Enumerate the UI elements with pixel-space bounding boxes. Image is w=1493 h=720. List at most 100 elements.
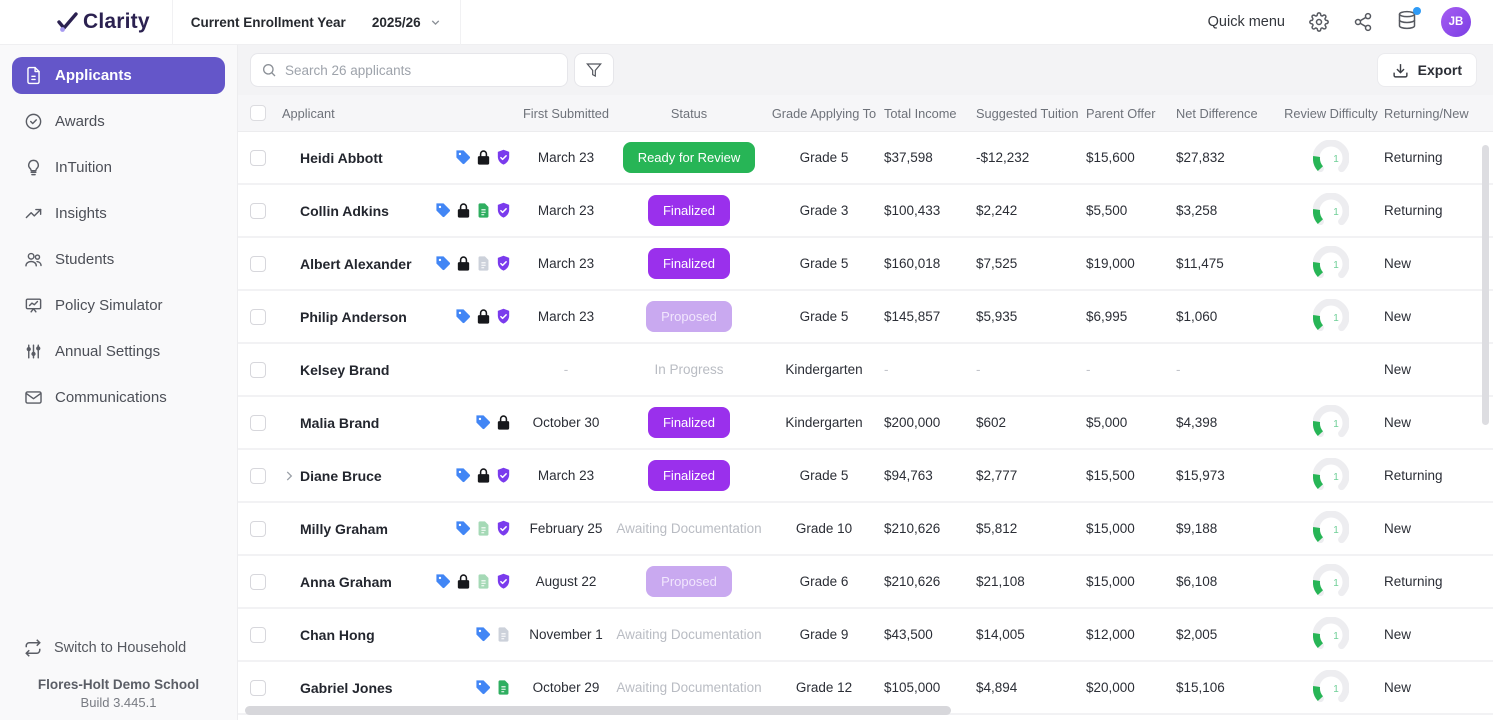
status-badge[interactable]: Finalized	[647, 460, 731, 491]
sidebar: Applicants Awards InTuition Insights Student…	[0, 45, 238, 720]
sidebar-item-annual-settings[interactable]: Annual Settings	[12, 333, 225, 370]
column-header-applicant[interactable]: Applicant	[282, 105, 335, 121]
suggested-tuition-cell: $4,894	[976, 680, 1018, 695]
status-badge[interactable]: Finalized	[647, 407, 731, 438]
table-row[interactable]: Diane Bruce March 23 Finalized Grade 5 $…	[238, 450, 1493, 503]
column-header-returning-new[interactable]: Returning/New	[1384, 105, 1469, 121]
board-icon	[25, 298, 42, 313]
applicant-name: Anna Graham	[300, 573, 392, 590]
sidebar-item-policy-simulator[interactable]: Policy Simulator	[12, 287, 225, 324]
total-income-cell: $210,626	[884, 521, 941, 536]
column-header-suggested-tuition[interactable]: Suggested Tuition	[976, 105, 1079, 121]
user-avatar[interactable]: JB	[1441, 7, 1471, 37]
status-badge[interactable]: Proposed	[646, 301, 732, 332]
applicant-badges	[434, 308, 518, 325]
difficulty-value: 1	[1333, 153, 1339, 165]
column-header-net-difference[interactable]: Net Difference	[1176, 105, 1258, 121]
lock-icon	[475, 149, 492, 166]
status-badge[interactable]: In Progress	[654, 361, 724, 377]
table-header: Applicant First Submitted Status Grade A…	[238, 95, 1493, 132]
applicant-name: Milly Graham	[300, 520, 388, 537]
row-checkbox[interactable]	[250, 679, 266, 696]
status-badge[interactable]: Finalized	[647, 248, 731, 279]
sidebar-item-awards[interactable]: Awards	[12, 103, 225, 140]
search-input[interactable]	[285, 62, 557, 78]
row-checkbox[interactable]	[250, 414, 266, 431]
share-icon[interactable]	[1353, 12, 1373, 32]
suggested-tuition-cell: $14,005	[976, 627, 1025, 642]
grade-cell: Grade 12	[795, 680, 853, 695]
vertical-scrollbar[interactable]	[1482, 145, 1489, 425]
difficulty-value: 1	[1333, 471, 1339, 483]
row-checkbox[interactable]	[250, 467, 266, 484]
table-row[interactable]: Gabriel Jones October 29 Awaiting Docume…	[238, 662, 1493, 715]
filter-button[interactable]	[574, 53, 614, 87]
row-checkbox[interactable]	[250, 520, 266, 537]
gear-icon[interactable]	[1309, 12, 1329, 32]
export-button[interactable]: Export	[1376, 53, 1477, 87]
table-row[interactable]: Anna Graham August 22 Proposed Grade 6 $…	[238, 556, 1493, 609]
column-header-review-difficulty[interactable]: Review Difficulty	[1284, 105, 1378, 121]
total-income-cell: -	[884, 362, 889, 377]
tag-icon	[435, 573, 452, 590]
expand-chevron-icon[interactable]	[282, 469, 296, 483]
status-badge[interactable]: Awaiting Documentation	[616, 679, 762, 695]
row-checkbox[interactable]	[250, 626, 266, 643]
column-header-status[interactable]: Status	[670, 105, 708, 121]
database-button[interactable]	[1397, 6, 1421, 35]
sidebar-item-applicants[interactable]: Applicants	[12, 57, 225, 94]
grade-cell: Grade 6	[799, 574, 849, 589]
lock-icon	[475, 308, 492, 325]
sidebar-item-intuition[interactable]: InTuition	[12, 149, 225, 186]
table-row[interactable]: Albert Alexander March 23 Finalized Grad…	[238, 238, 1493, 291]
search-icon	[263, 63, 276, 77]
returning-new-cell: New	[1384, 362, 1412, 377]
row-checkbox[interactable]	[250, 202, 266, 219]
enrollment-year-selector: Current Enrollment Year 2025/26	[191, 15, 442, 30]
table-row[interactable]: Malia Brand October 30 Finalized Kinderg…	[238, 397, 1493, 450]
sidebar-item-insights[interactable]: Insights	[12, 195, 225, 232]
shield-icon	[495, 308, 512, 325]
status-badge[interactable]: Awaiting Documentation	[616, 520, 762, 536]
row-checkbox[interactable]	[250, 573, 266, 590]
row-checkbox[interactable]	[250, 149, 266, 166]
bulb-icon	[28, 159, 39, 176]
status-badge[interactable]: Proposed	[646, 566, 732, 597]
table-row[interactable]: Collin Adkins March 23 Finalized Grade 3…	[238, 185, 1493, 238]
row-checkbox[interactable]	[250, 308, 266, 325]
applicant-name: Heidi Abbott	[300, 149, 383, 166]
column-header-total-income[interactable]: Total Income	[884, 105, 957, 121]
parent-offer-cell: $5,000	[1086, 415, 1128, 430]
difficulty-value: 1	[1333, 524, 1339, 536]
table-row[interactable]: Milly Graham February 25 Awaiting Docume…	[238, 503, 1493, 556]
status-badge[interactable]: Awaiting Documentation	[616, 626, 762, 642]
applicant-name: Collin Adkins	[300, 202, 389, 219]
lock-icon	[455, 202, 472, 219]
horizontal-scrollbar[interactable]	[245, 706, 951, 715]
switch-to-household-button[interactable]: Switch to Household	[0, 631, 237, 665]
row-checkbox[interactable]	[250, 255, 266, 272]
status-badge[interactable]: Ready for Review	[622, 142, 756, 173]
column-header-grade[interactable]: Grade Applying To	[771, 105, 877, 121]
sidebar-item-students[interactable]: Students	[12, 241, 225, 278]
row-checkbox[interactable]	[250, 361, 266, 378]
column-header-parent-offer[interactable]: Parent Offer	[1086, 105, 1156, 121]
table-row[interactable]: Philip Anderson March 23 Proposed Grade …	[238, 291, 1493, 344]
sidebar-item-communications[interactable]: Communications	[12, 379, 225, 416]
tag-icon	[455, 308, 472, 325]
select-all-checkbox[interactable]	[250, 105, 266, 121]
sidebar-item-label: Students	[55, 251, 115, 268]
enrollment-year-dropdown[interactable]: 2025/26	[372, 15, 442, 30]
status-badge[interactable]: Finalized	[647, 195, 731, 226]
table-row[interactable]: Chan Hong November 1 Awaiting Documentat…	[238, 609, 1493, 662]
suggested-tuition-cell: $5,935	[976, 309, 1018, 324]
suggested-tuition-cell: $7,525	[976, 256, 1018, 271]
table-row[interactable]: Kelsey Brand - In Progress Kindergarten …	[238, 344, 1493, 397]
clarity-logo[interactable]: Clarity	[55, 10, 150, 34]
table-row[interactable]: Heidi Abbott March 23 Ready for Review G…	[238, 132, 1493, 185]
quick-menu-button[interactable]: Quick menu	[1207, 14, 1285, 30]
sidebar-item-label: Applicants	[55, 67, 132, 84]
difficulty-gauge-icon	[1313, 510, 1349, 543]
column-header-first-submitted[interactable]: First Submitted	[522, 105, 610, 121]
search-box	[250, 53, 568, 87]
